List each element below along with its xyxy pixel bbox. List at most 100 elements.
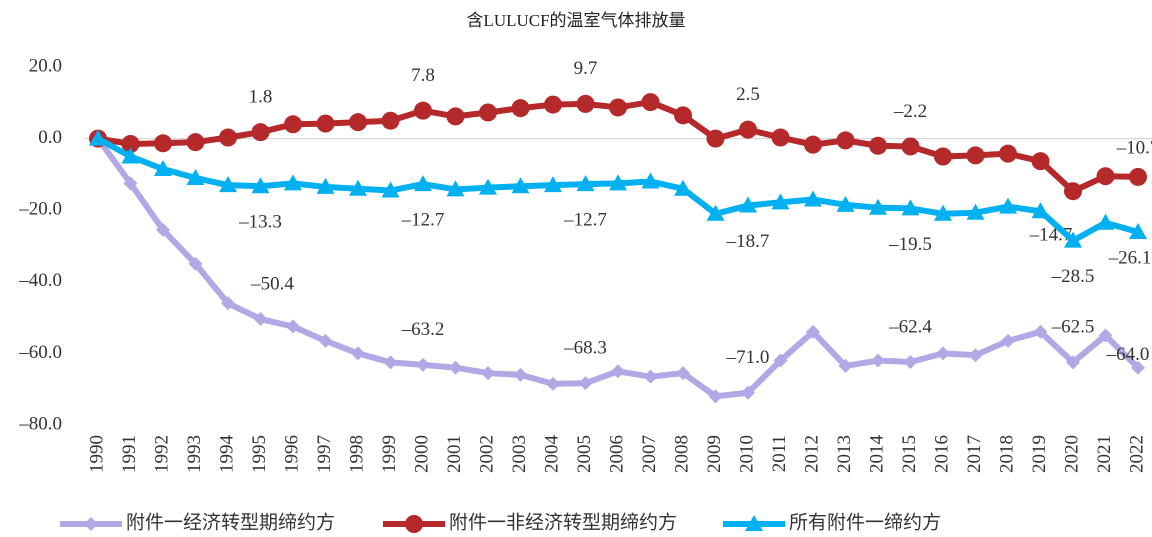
marker: [156, 222, 170, 237]
marker: [836, 195, 855, 212]
marker: [383, 355, 398, 370]
data-label: –19.5: [888, 234, 932, 255]
marker: [708, 389, 723, 404]
x-tick-label: 1997: [314, 435, 335, 473]
x-tick-label: 2000: [411, 435, 432, 473]
x-tick-label: 1994: [216, 435, 237, 474]
marker: [706, 129, 725, 148]
data-label: –63.2: [401, 319, 445, 340]
legend-label: 附件一经济转型期缔约方: [126, 511, 335, 533]
x-tick-label: 2011: [769, 435, 790, 472]
y-tick-label: 0.0: [38, 127, 62, 148]
x-tick-label: 2001: [444, 435, 465, 473]
marker: [84, 517, 98, 531]
marker: [804, 135, 822, 154]
marker: [381, 181, 400, 198]
marker: [481, 366, 495, 381]
marker: [479, 178, 497, 195]
marker: [154, 134, 172, 153]
marker: [318, 333, 333, 348]
marker: [966, 203, 985, 220]
marker: [611, 364, 625, 379]
x-tick-label: 1993: [184, 435, 205, 473]
marker: [676, 366, 690, 381]
data-label: –64.0: [1106, 344, 1150, 365]
data-label: –18.7: [726, 231, 770, 252]
x-tick-label: 2013: [834, 435, 855, 473]
x-tick-label: 2006: [606, 435, 627, 473]
marker: [836, 131, 855, 150]
marker: [446, 180, 465, 197]
x-tick-label: 2002: [476, 435, 497, 473]
marker: [1033, 324, 1048, 339]
data-label: –2.2: [893, 101, 927, 122]
data-label: –68.3: [563, 337, 607, 358]
marker: [1031, 152, 1050, 171]
legend-label: 所有附件一缔约方: [789, 511, 941, 533]
marker: [999, 197, 1017, 214]
marker: [316, 114, 335, 133]
marker: [1064, 182, 1082, 201]
marker: [1066, 355, 1080, 370]
y-tick-label: –80.0: [18, 413, 62, 434]
marker: [1064, 231, 1082, 248]
marker: [771, 193, 790, 210]
x-tick-label: 1990: [86, 435, 107, 473]
x-tick-label: 2005: [574, 435, 595, 473]
x-tick-label: 2012: [801, 435, 822, 473]
y-tick-label: –20.0: [18, 199, 62, 220]
data-label: –12.7: [401, 209, 445, 230]
marker: [381, 111, 400, 130]
data-label: –50.4: [250, 273, 294, 294]
data-label: –26.1: [1108, 247, 1152, 268]
marker: [641, 93, 660, 112]
x-tick-label: 1998: [346, 435, 367, 473]
x-tick-label: 2009: [704, 435, 725, 473]
marker: [221, 296, 235, 311]
marker: [966, 146, 985, 165]
marker: [934, 204, 952, 221]
marker: [251, 123, 270, 142]
marker: [903, 354, 918, 369]
y-tick-label: –40.0: [18, 270, 62, 291]
x-tick-label: 1991: [119, 435, 140, 473]
marker: [609, 98, 627, 117]
marker: [349, 179, 367, 196]
marker: [154, 160, 172, 177]
marker: [1096, 213, 1115, 230]
marker: [609, 174, 627, 191]
marker: [1001, 333, 1015, 348]
marker: [1031, 202, 1050, 219]
data-label: –10.7: [1116, 137, 1152, 158]
marker: [706, 204, 725, 221]
marker: [349, 113, 367, 132]
marker: [219, 176, 237, 193]
marker: [901, 137, 920, 156]
marker: [968, 348, 983, 363]
marker: [89, 129, 107, 146]
marker: [1098, 328, 1113, 343]
marker: [251, 177, 270, 194]
marker: [804, 190, 822, 207]
x-tick-label: 1996: [281, 435, 302, 473]
marker: [576, 175, 595, 192]
marker: [576, 94, 595, 113]
marker: [546, 376, 560, 391]
marker: [284, 174, 302, 191]
x-tick-label: 2016: [931, 435, 952, 473]
marker: [741, 385, 755, 400]
marker: [739, 196, 757, 213]
legend-label: 附件一非经济转型期缔约方: [449, 511, 677, 533]
marker: [186, 133, 205, 152]
x-tick-label: 2020: [1061, 435, 1082, 473]
marker: [414, 101, 432, 120]
marker: [674, 179, 692, 196]
data-label: –28.5: [1051, 266, 1095, 287]
legend: 附件一经济转型期缔约方 附件一非经济转型期缔约方 所有附件一缔约方: [60, 511, 941, 533]
marker: [674, 106, 692, 125]
marker: [641, 172, 660, 189]
marker: [186, 168, 205, 185]
data-label: 1.8: [249, 87, 273, 108]
marker: [739, 120, 757, 139]
